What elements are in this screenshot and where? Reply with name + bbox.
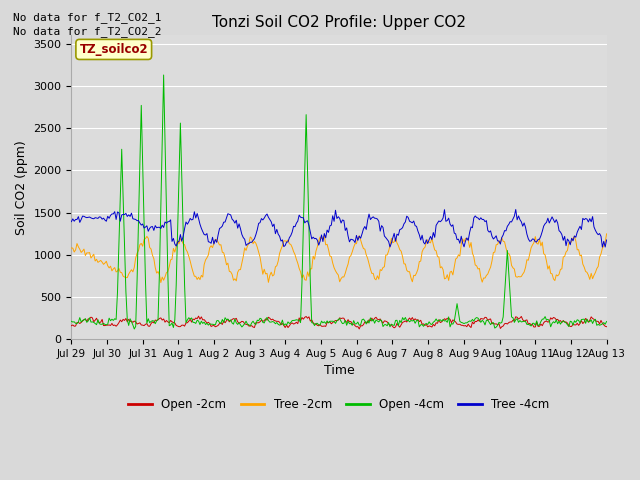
Text: No data for f_T2_CO2_1: No data for f_T2_CO2_1 <box>13 12 161 23</box>
Y-axis label: Soil CO2 (ppm): Soil CO2 (ppm) <box>15 140 28 235</box>
Legend: Open -2cm, Tree -2cm, Open -4cm, Tree -4cm: Open -2cm, Tree -2cm, Open -4cm, Tree -4… <box>124 394 554 416</box>
Text: TZ_soilco2: TZ_soilco2 <box>79 43 148 56</box>
X-axis label: Time: Time <box>324 364 355 377</box>
Title: Tonzi Soil CO2 Profile: Upper CO2: Tonzi Soil CO2 Profile: Upper CO2 <box>212 15 466 30</box>
Text: No data for f_T2_CO2_2: No data for f_T2_CO2_2 <box>13 26 161 37</box>
